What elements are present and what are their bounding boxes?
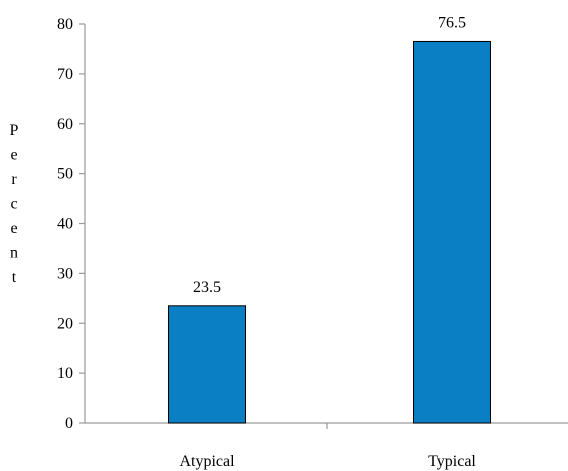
y-axis-label-letter: P (10, 122, 19, 139)
y-axis-label-letter: n (10, 245, 18, 262)
data-label-typical: 76.5 (438, 14, 466, 31)
y-axis-label-letter: t (12, 269, 17, 286)
y-axis-label-letter: e (10, 147, 17, 164)
y-tick-label: 0 (65, 415, 73, 432)
y-tick-label: 30 (57, 265, 73, 282)
bars (168, 40, 491, 424)
x-axis-labels: Atypical Typical (179, 453, 476, 470)
y-tick-label: 60 (57, 116, 73, 133)
y-tick-label: 70 (57, 66, 73, 83)
y-tick-label: 80 (57, 16, 73, 33)
data-label-atypical: 23.5 (193, 279, 221, 296)
y-axis-label-letter: r (11, 171, 17, 188)
y-axis-label-letter: c (10, 196, 17, 213)
y-tick-label: 20 (57, 315, 73, 332)
y-tick-label: 40 (57, 216, 73, 233)
y-axis-label-letter: e (10, 220, 17, 237)
y-tick-label: 50 (57, 166, 73, 183)
bar-typical (413, 40, 491, 424)
y-axis-ticks: 0 10 20 30 40 50 60 70 80 (57, 16, 85, 432)
y-tick-label: 10 (57, 365, 73, 382)
x-tick-label-atypical: Atypical (179, 453, 235, 470)
data-labels: 23.5 76.5 (193, 14, 466, 295)
bar-atypical (168, 305, 246, 424)
x-tick-label-typical: Typical (428, 453, 476, 470)
